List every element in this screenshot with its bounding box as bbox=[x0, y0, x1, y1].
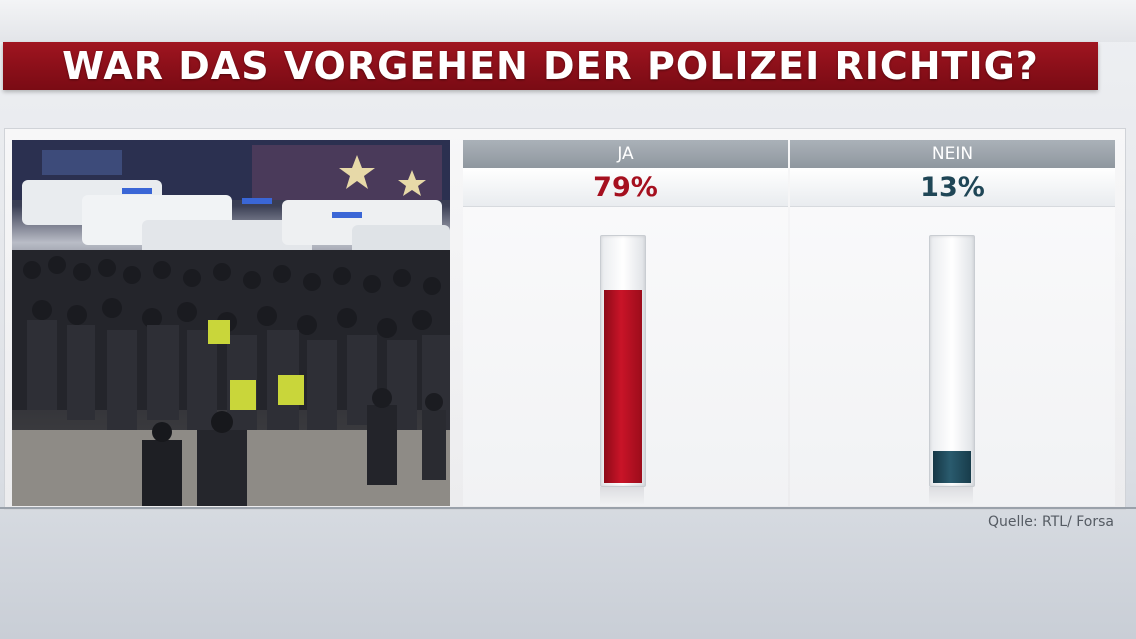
bar-column-ja: JA 79% bbox=[463, 140, 788, 506]
title-bar: WAR DAS VORGEHEN DER POLIZEI RICHTIG? bbox=[3, 42, 1098, 90]
news-photo bbox=[12, 140, 450, 506]
bar-nein bbox=[933, 451, 971, 483]
category-label-nein: NEIN bbox=[931, 144, 974, 164]
category-header-ja: JA bbox=[463, 140, 788, 168]
category-header-nein: NEIN bbox=[790, 140, 1115, 168]
top-strip bbox=[0, 0, 1136, 42]
bar-track-ja bbox=[600, 235, 646, 487]
chart-title: WAR DAS VORGEHEN DER POLIZEI RICHTIG? bbox=[62, 44, 1039, 88]
value-label-ja: 79% bbox=[593, 171, 658, 203]
bar-column-nein: NEIN 13% bbox=[790, 140, 1115, 506]
value-box-nein: 13% bbox=[790, 168, 1115, 207]
bar-reflection-ja bbox=[600, 487, 644, 505]
crowd-photo-illustration bbox=[12, 140, 450, 506]
bar-reflection-nein bbox=[929, 487, 973, 505]
value-box-ja: 79% bbox=[463, 168, 788, 207]
panel-bottom-line bbox=[0, 507, 1136, 509]
value-label-nein: 13% bbox=[920, 171, 985, 203]
source-label: Quelle: RTL/ Forsa bbox=[987, 514, 1114, 530]
category-label-ja: JA bbox=[617, 144, 634, 164]
bar-track-nein bbox=[929, 235, 975, 487]
bar-ja bbox=[604, 290, 642, 483]
